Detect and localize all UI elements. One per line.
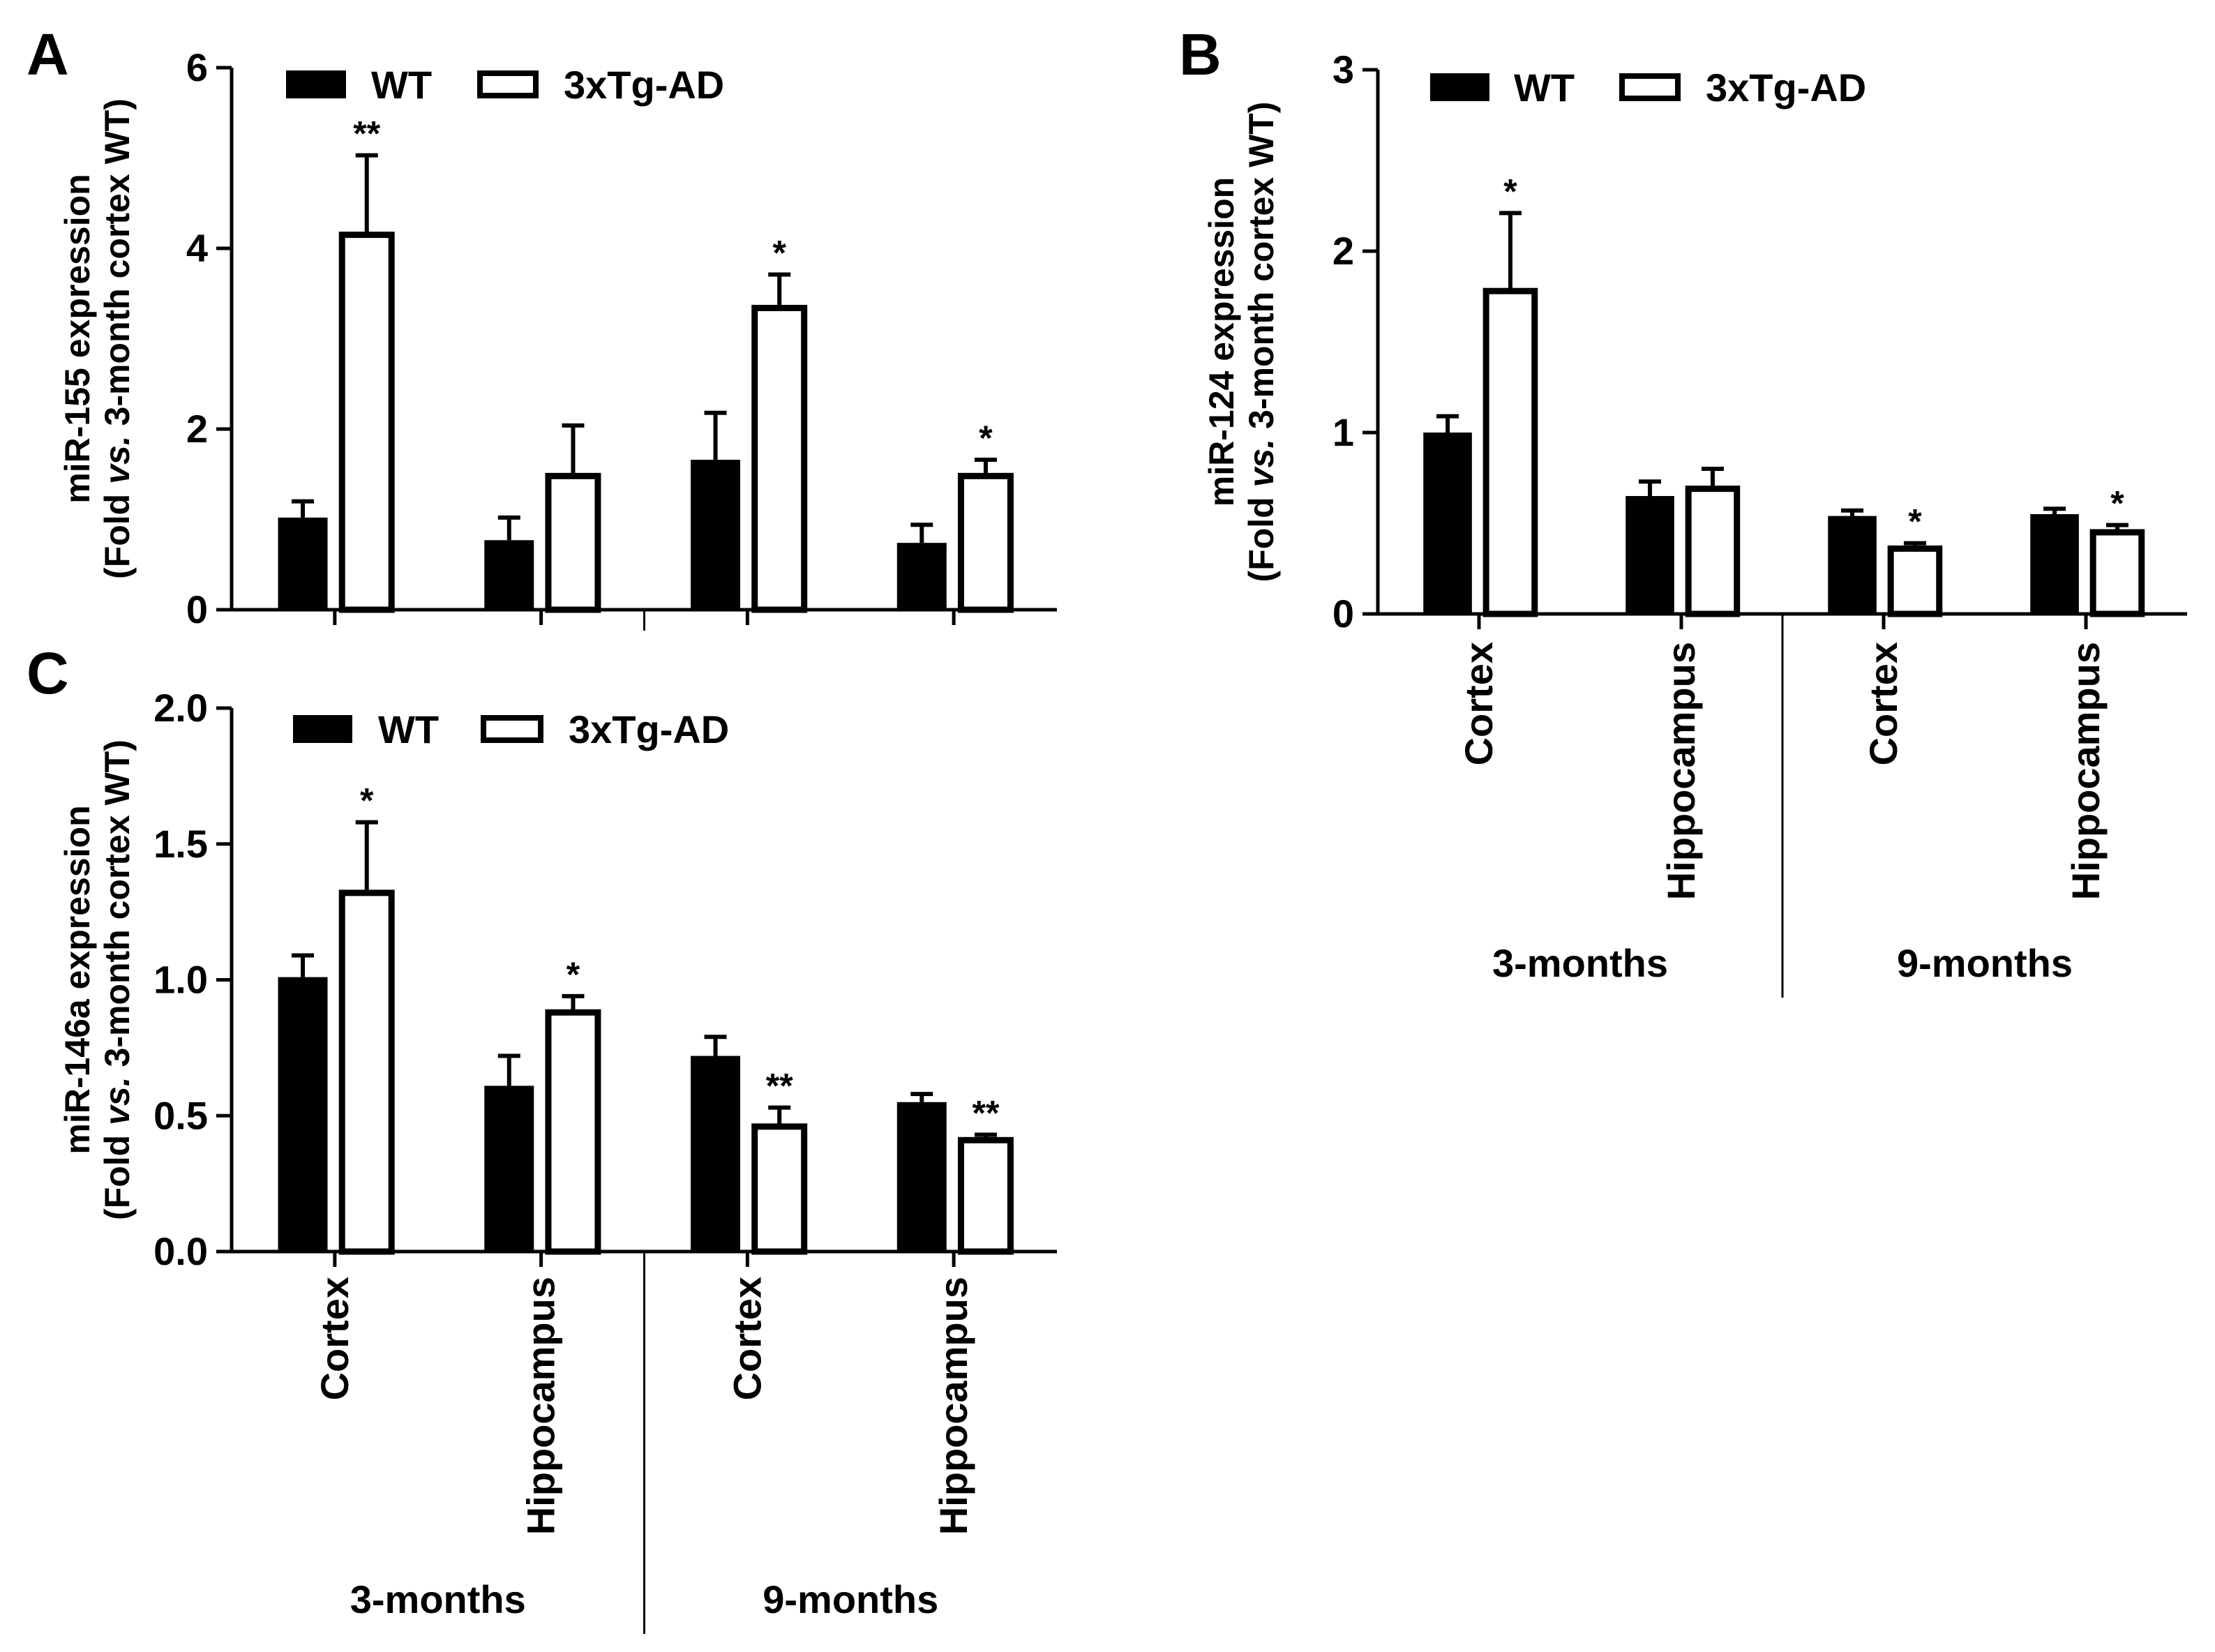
y-axis-label-secondary: (Fold vs. 3-month cortex WT) — [1242, 102, 1281, 583]
significance-marker: * — [1503, 172, 1517, 211]
x-category-label: Hippocampus — [519, 1277, 563, 1535]
panel-letter: C — [27, 640, 69, 706]
x-category-label: Hippocampus — [2064, 642, 2108, 900]
legend-swatch-3xtg-ad — [1619, 73, 1681, 101]
significance-marker: ** — [766, 1067, 793, 1106]
bar-3xtg-ad — [1685, 486, 1741, 617]
x-category-label: Cortex — [1457, 642, 1501, 765]
bar-wt — [896, 543, 947, 610]
significance-marker: * — [2110, 484, 2124, 523]
x-category-label: Cortex — [725, 1277, 769, 1400]
y-tick-label: 1.5 — [153, 822, 208, 866]
bar-wt — [1423, 433, 1472, 614]
bar-3xtg-ad — [2089, 529, 2145, 617]
y-axis-label-secondary: (Fold vs. 3-month cortex WT) — [98, 98, 137, 579]
bar-wt — [278, 517, 328, 610]
legend-swatch-wt — [1430, 73, 1489, 101]
bar-3xtg-ad — [1887, 545, 1943, 617]
x-group-label: 3-months — [350, 1577, 526, 1621]
x-group-label: 9-months — [763, 1577, 938, 1621]
bar-wt — [1828, 516, 1877, 614]
legend-swatch-wt — [293, 715, 352, 743]
legend-swatch-3xtg-ad — [481, 715, 543, 743]
y-tick-label: 1.0 — [153, 958, 208, 1002]
bar-wt — [2030, 514, 2079, 614]
bar-3xtg-ad — [957, 472, 1014, 613]
x-category-label: Hippocampus — [931, 1277, 975, 1535]
bar-3xtg-ad — [338, 889, 395, 1255]
significance-marker: * — [360, 781, 374, 820]
legend: WT 3xTg-AD — [1430, 66, 1866, 110]
bar-3xtg-ad — [1482, 287, 1538, 617]
bar-wt — [691, 460, 741, 610]
legend-label-3xtg-ad: 3xTg-AD — [1706, 66, 1866, 110]
y-tick-label: 2 — [1332, 229, 1354, 273]
significance-marker: * — [1908, 502, 1922, 541]
legend: WT 3xTg-AD — [293, 707, 729, 751]
significance-marker: * — [979, 419, 993, 458]
y-tick-label: 6 — [186, 45, 208, 89]
x-group-label: 3-months — [1492, 941, 1668, 985]
x-category-label: Cortex — [313, 1277, 356, 1400]
x-group-label: 9-months — [1897, 941, 2073, 985]
y-axis-label: miR-146a expression — [58, 805, 97, 1154]
y-axis-label: miR-155 expression — [58, 174, 97, 503]
legend: WT 3xTg-AD — [286, 63, 724, 107]
bar-3xtg-ad — [957, 1136, 1014, 1255]
x-category-label: Hippocampus — [1659, 642, 1703, 900]
bar-3xtg-ad — [338, 232, 395, 613]
bar-wt — [896, 1102, 947, 1252]
y-axis-label-secondary: (Fold vs. 3-month cortex WT) — [98, 739, 137, 1220]
y-tick-label: 4 — [186, 226, 208, 270]
legend-label-wt: WT — [371, 63, 432, 107]
bar-wt — [484, 1086, 534, 1252]
significance-marker: ** — [973, 1094, 1000, 1133]
bar-3xtg-ad — [751, 1123, 808, 1255]
y-tick-label: 0.5 — [153, 1093, 208, 1137]
significance-marker: * — [566, 955, 580, 994]
y-tick-label: 0 — [186, 587, 208, 631]
legend-swatch-3xtg-ad — [477, 70, 539, 98]
y-tick-label: 3 — [1332, 47, 1354, 91]
legend-label-wt: WT — [1514, 66, 1575, 110]
legend-swatch-wt — [286, 70, 346, 98]
y-axis-label: miR-124 expression — [1202, 177, 1241, 506]
significance-marker: ** — [353, 114, 380, 153]
panel-letter: B — [1179, 22, 1222, 87]
bar-wt — [691, 1056, 741, 1252]
y-tick-label: 1 — [1332, 410, 1354, 454]
legend-label-3xtg-ad: 3xTg-AD — [569, 707, 729, 751]
bar-3xtg-ad — [751, 304, 808, 613]
bar-wt — [484, 540, 534, 610]
y-tick-label: 0.0 — [153, 1229, 208, 1273]
legend-label-3xtg-ad: 3xTg-AD — [564, 63, 724, 107]
bar-wt — [278, 977, 328, 1252]
bar-3xtg-ad — [545, 1009, 601, 1255]
significance-marker: * — [772, 234, 786, 273]
panel-letter: A — [27, 22, 69, 87]
y-tick-label: 0 — [1332, 592, 1354, 636]
y-tick-label: 2 — [186, 407, 208, 451]
legend-label-wt: WT — [378, 707, 439, 751]
x-category-label: Cortex — [1861, 642, 1905, 765]
bar-3xtg-ad — [545, 472, 601, 613]
y-tick-label: 2.0 — [153, 686, 208, 730]
bar-wt — [1625, 496, 1674, 614]
